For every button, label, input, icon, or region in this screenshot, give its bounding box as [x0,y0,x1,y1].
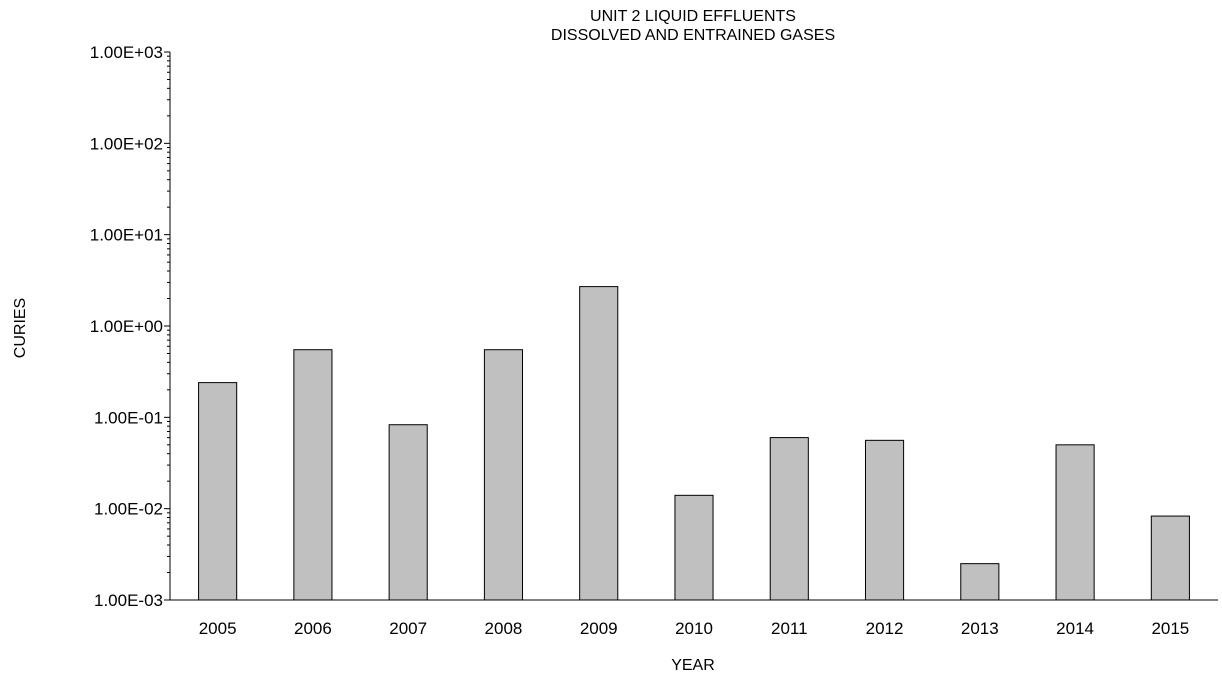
y-tick-label: 1.00E-03 [94,591,163,610]
bar-2015 [1150,515,1190,601]
bar-2010 [674,494,714,601]
x-tick-label: 2012 [866,619,904,638]
x-tick-label: 2006 [294,619,332,638]
y-axis-ticks: 1.00E-03 1.00E-02 1.00E-01 1.00E+00 1.00E+01… [90,43,170,610]
bar-2005 [198,382,238,601]
bar-2009 [579,286,619,601]
chart-title-line-2: DISSOLVED AND ENTRAINED GASES [551,27,835,44]
x-tick-label: 2010 [675,619,713,638]
bar-2012 [864,439,905,601]
x-tick-label: 2011 [771,619,808,638]
y-tick-label: 1.00E+01 [90,226,163,245]
x-tick-label: 2007 [389,619,427,638]
x-tick-label: 2005 [199,619,237,638]
x-tick-label: 2013 [961,619,999,638]
y-tick-label: 1.00E-02 [94,500,163,519]
bar-2011 [769,437,809,601]
y-tick-label: 1.00E+02 [90,134,163,153]
bar-2007 [388,424,428,601]
bar-2013 [960,563,1000,601]
bar-2014 [1055,444,1095,601]
bar-2006 [293,349,333,601]
x-tick-label: 2008 [485,619,523,638]
bar-2008 [483,349,524,601]
y-tick-label: 1.00E+00 [90,317,163,336]
y-tick-label: 1.00E-01 [94,408,163,427]
y-tick-label: 1.00E+03 [90,43,163,62]
y-axis-label: CURIES [12,298,29,358]
bars-group [198,286,1190,601]
x-tick-label: 2015 [1151,619,1189,638]
x-tick-label: 2014 [1056,619,1094,638]
x-axis-label: YEAR [671,657,715,674]
chart-title-line-1: UNIT 2 LIQUID EFFLUENTS [590,8,796,25]
x-axis-ticks: 2005 2006 2007 2008 2009 2010 2011 2012 2013 2014… [199,619,1190,638]
x-tick-label: 2009 [580,619,618,638]
